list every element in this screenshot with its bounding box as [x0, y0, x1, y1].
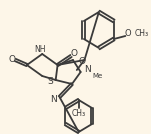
Text: NH: NH: [35, 44, 46, 53]
Text: CH₃: CH₃: [72, 109, 86, 118]
Text: N: N: [50, 94, 57, 103]
Text: Me: Me: [92, 73, 102, 79]
Text: O: O: [70, 49, 77, 59]
Text: N: N: [84, 66, 91, 75]
Text: O: O: [8, 55, 15, 64]
Text: CH₃: CH₃: [135, 29, 149, 38]
Text: O: O: [125, 29, 132, 38]
Text: O: O: [78, 57, 85, 66]
Text: S: S: [47, 77, 53, 87]
